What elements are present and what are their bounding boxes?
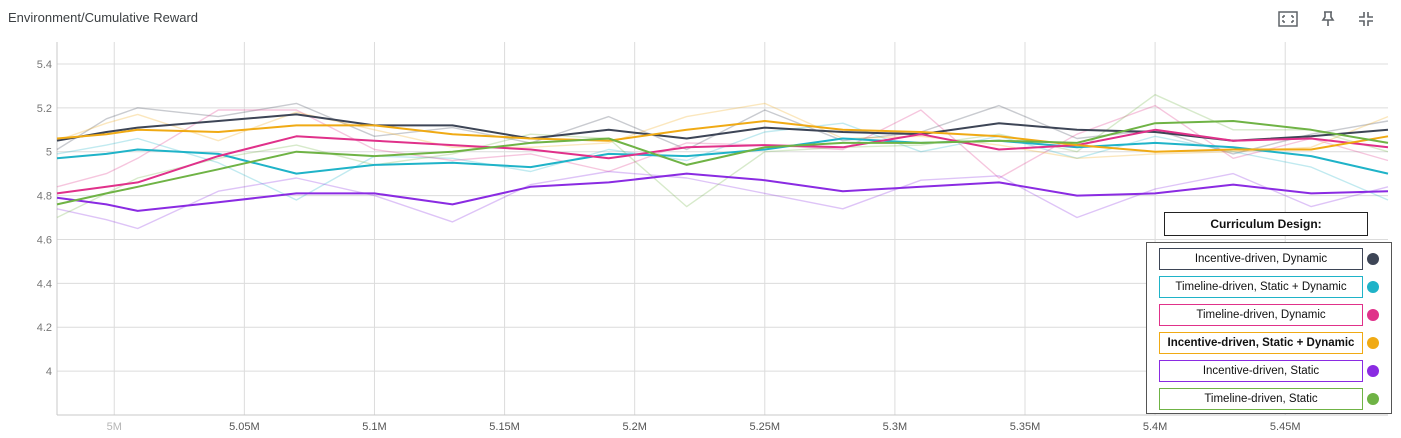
legend-color-dot	[1367, 309, 1379, 321]
legend-item[interactable]: Incentive-driven, Static	[1159, 360, 1363, 382]
legend-color-dot	[1367, 393, 1379, 405]
x-tick-label: 5.3M	[883, 421, 907, 433]
y-tick-label: 5.2	[37, 103, 52, 115]
x-tick-label: 5.15M	[489, 421, 520, 433]
fit-to-screen-icon[interactable]	[1277, 9, 1299, 29]
x-tick-label: 5.35M	[1010, 421, 1041, 433]
series-raw-line	[56, 93, 1389, 219]
chart-title: Environment/Cumulative Reward	[8, 10, 199, 25]
legend-color-dot	[1367, 365, 1379, 377]
legend-item[interactable]: Timeline-driven, Static	[1159, 388, 1363, 410]
legend-color-dot	[1367, 253, 1379, 265]
x-tick-label: 5.2M	[622, 421, 646, 433]
x-tick-label: 5.05M	[229, 421, 260, 433]
y-tick-label: 4.2	[37, 322, 52, 334]
y-tick-label: 5.4	[37, 59, 52, 71]
series-line	[56, 120, 1389, 153]
legend-color-dot	[1367, 281, 1379, 293]
x-tick-label: 5.25M	[749, 421, 780, 433]
series-line	[56, 137, 1389, 175]
legend-color-dot	[1367, 337, 1379, 349]
pin-icon[interactable]	[1317, 9, 1339, 29]
legend-item[interactable]: Incentive-driven, Dynamic	[1159, 248, 1363, 270]
series-raw-line	[56, 102, 1389, 160]
y-tick-label: 5	[46, 147, 52, 159]
legend-item[interactable]: Timeline-driven, Static + Dynamic	[1159, 276, 1363, 298]
series-raw-line	[56, 122, 1389, 201]
series-raw-line	[56, 170, 1389, 230]
series-raw-line	[56, 104, 1389, 188]
legend-item[interactable]: Timeline-driven, Dynamic	[1159, 304, 1363, 326]
x-tick-label: 5M	[107, 421, 122, 433]
collapse-icon[interactable]	[1355, 9, 1377, 29]
series-line	[56, 113, 1389, 142]
x-tick-label: 5.1M	[362, 421, 386, 433]
x-tick-label: 5.4M	[1143, 421, 1167, 433]
legend-item[interactable]: Incentive-driven, Static + Dynamic	[1159, 332, 1363, 354]
series-line	[56, 128, 1389, 195]
series-line	[56, 120, 1389, 206]
x-tick-label: 5.45M	[1270, 421, 1301, 433]
y-tick-label: 4.8	[37, 191, 52, 203]
y-tick-label: 4.6	[37, 234, 52, 246]
legend-title: Curriculum Design:	[1164, 212, 1368, 236]
y-tick-label: 4	[46, 366, 52, 378]
legend	[1146, 242, 1392, 414]
y-tick-label: 4.4	[37, 278, 52, 290]
series-line	[56, 172, 1389, 212]
